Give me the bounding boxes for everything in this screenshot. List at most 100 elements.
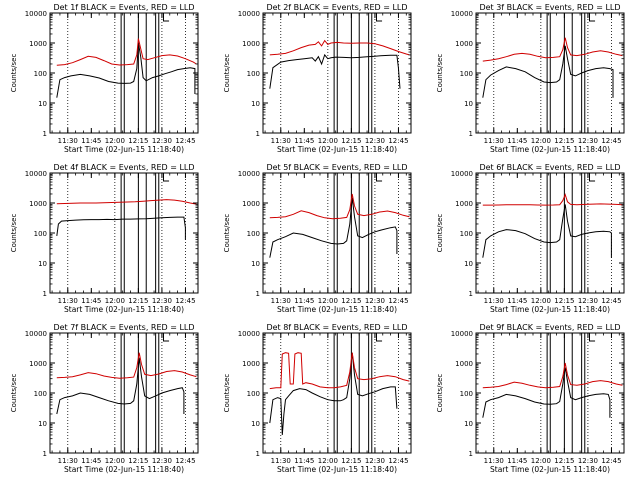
bracket-mark xyxy=(162,173,170,182)
x-tick-label: 12:30 xyxy=(578,457,598,465)
x-axis-label: Start Time (02-Jun-15 11:18:40) xyxy=(277,305,397,314)
series-lld xyxy=(482,193,623,206)
x-axis-label: Start Time (02-Jun-15 11:18:40) xyxy=(64,305,184,314)
series-lld xyxy=(482,362,623,389)
panel-det-7: Det 7f BLACK = Events, RED = LLD 1 10 100 10… xyxy=(10,323,199,474)
x-tick-label: 11:30 xyxy=(484,137,504,145)
panel-det-5: Det 5f BLACK = Events, RED = LLD 1 10 100 10… xyxy=(223,163,412,314)
y-tick-label: 1 xyxy=(256,130,260,138)
y-tick-label: 1000 xyxy=(242,40,260,48)
y-tick-label: 1 xyxy=(256,290,260,298)
y-tick-label: 1000 xyxy=(455,40,473,48)
series-events xyxy=(482,45,614,98)
x-tick-label: 12:30 xyxy=(152,297,172,305)
y-tick-label: 10000 xyxy=(25,330,47,338)
y-axis-label: Counts/sec xyxy=(436,214,444,253)
panel-title: Det 5f BLACK = Events, RED = LLD xyxy=(266,163,407,172)
x-tick-label: 11:45 xyxy=(507,137,527,145)
panel-det-3: Det 3f BLACK = Events, RED = LLD 1 10 100 10… xyxy=(436,3,625,154)
y-axis-label: Counts/sec xyxy=(223,54,231,93)
y-tick-label: 10 xyxy=(38,260,47,268)
x-axis-label: Start Time (02-Jun-15 11:18:40) xyxy=(490,465,610,474)
x-tick-label: 12:00 xyxy=(105,137,125,145)
y-axis-label: Counts/sec xyxy=(10,374,18,413)
x-tick-label: 12:00 xyxy=(531,137,551,145)
x-tick-label: 11:45 xyxy=(81,297,101,305)
x-tick-label: 11:45 xyxy=(294,457,314,465)
x-tick-label: 11:30 xyxy=(58,457,78,465)
x-tick-label: 12:45 xyxy=(601,297,621,305)
x-tick-label: 11:45 xyxy=(507,457,527,465)
x-tick-label: 12:45 xyxy=(388,297,408,305)
y-tick-label: 10 xyxy=(251,260,260,268)
series-lld xyxy=(269,193,410,220)
x-tick-label: 12:30 xyxy=(578,297,598,305)
y-tick-label: 1 xyxy=(256,450,260,458)
y-axis-label: Counts/sec xyxy=(436,374,444,413)
x-tick-label: 12:00 xyxy=(531,297,551,305)
x-tick-label: 12:15 xyxy=(341,137,361,145)
x-tick-label: 12:45 xyxy=(175,137,195,145)
series-events xyxy=(269,53,401,89)
y-axis-label: Counts/sec xyxy=(223,214,231,253)
y-tick-label: 1000 xyxy=(29,360,47,368)
panel-det-9: Det 9f BLACK = Events, RED = LLD 1 10 100 10… xyxy=(436,323,625,474)
x-axis-label: Start Time (02-Jun-15 11:18:40) xyxy=(277,145,397,154)
x-tick-label: 12:15 xyxy=(341,457,361,465)
y-tick-label: 1000 xyxy=(29,40,47,48)
series-lld xyxy=(269,352,410,390)
x-axis-label: Start Time (02-Jun-15 11:18:40) xyxy=(64,465,184,474)
panel-title: Det 6f BLACK = Events, RED = LLD xyxy=(479,163,620,172)
y-axis-label: Counts/sec xyxy=(10,54,18,93)
y-tick-label: 1 xyxy=(469,450,473,458)
series-lld xyxy=(56,199,197,205)
panel-title: Det 2f BLACK = Events, RED = LLD xyxy=(266,3,407,12)
y-tick-label: 1 xyxy=(43,450,47,458)
x-tick-label: 12:45 xyxy=(388,457,408,465)
y-tick-label: 10 xyxy=(464,100,473,108)
y-tick-label: 1 xyxy=(43,290,47,298)
x-tick-label: 12:15 xyxy=(128,137,148,145)
x-tick-label: 11:30 xyxy=(271,137,291,145)
y-tick-label: 10000 xyxy=(238,170,260,178)
y-tick-label: 10000 xyxy=(451,330,473,338)
series-events xyxy=(269,352,398,435)
y-tick-label: 1000 xyxy=(455,200,473,208)
x-tick-label: 11:45 xyxy=(294,297,314,305)
y-tick-label: 10000 xyxy=(451,170,473,178)
series-events xyxy=(56,216,186,240)
x-tick-label: 12:15 xyxy=(128,457,148,465)
y-tick-label: 1000 xyxy=(242,360,260,368)
y-tick-label: 10000 xyxy=(238,330,260,338)
y-tick-label: 100 xyxy=(34,230,47,238)
x-tick-label: 12:00 xyxy=(531,457,551,465)
y-tick-label: 1 xyxy=(469,290,473,298)
x-tick-label: 12:30 xyxy=(365,137,385,145)
y-axis-label: Counts/sec xyxy=(10,214,18,253)
x-tick-label: 12:45 xyxy=(175,297,195,305)
x-tick-label: 11:45 xyxy=(81,137,101,145)
y-tick-label: 1 xyxy=(469,130,473,138)
y-tick-label: 100 xyxy=(34,70,47,78)
y-tick-label: 10 xyxy=(251,420,260,428)
x-tick-label: 11:30 xyxy=(271,457,291,465)
y-tick-label: 1000 xyxy=(242,200,260,208)
x-tick-label: 12:45 xyxy=(601,137,621,145)
bracket-mark xyxy=(375,333,383,342)
bracket-mark xyxy=(375,173,383,182)
y-tick-label: 10000 xyxy=(238,10,260,18)
panel-det-2: Det 2f BLACK = Events, RED = LLD 1 10 100 10… xyxy=(223,3,412,154)
y-tick-label: 100 xyxy=(247,230,260,238)
y-tick-label: 10 xyxy=(464,260,473,268)
y-tick-label: 10 xyxy=(251,100,260,108)
y-tick-label: 10000 xyxy=(25,10,47,18)
x-axis-label: Start Time (02-Jun-15 11:18:40) xyxy=(277,465,397,474)
panel-title: Det 9f BLACK = Events, RED = LLD xyxy=(479,323,620,332)
panel-title: Det 8f BLACK = Events, RED = LLD xyxy=(266,323,407,332)
bracket-mark xyxy=(588,13,596,22)
x-tick-label: 12:30 xyxy=(152,137,172,145)
x-tick-label: 12:00 xyxy=(318,457,338,465)
panel-title: Det 7f BLACK = Events, RED = LLD xyxy=(53,323,194,332)
x-tick-label: 11:30 xyxy=(58,297,78,305)
